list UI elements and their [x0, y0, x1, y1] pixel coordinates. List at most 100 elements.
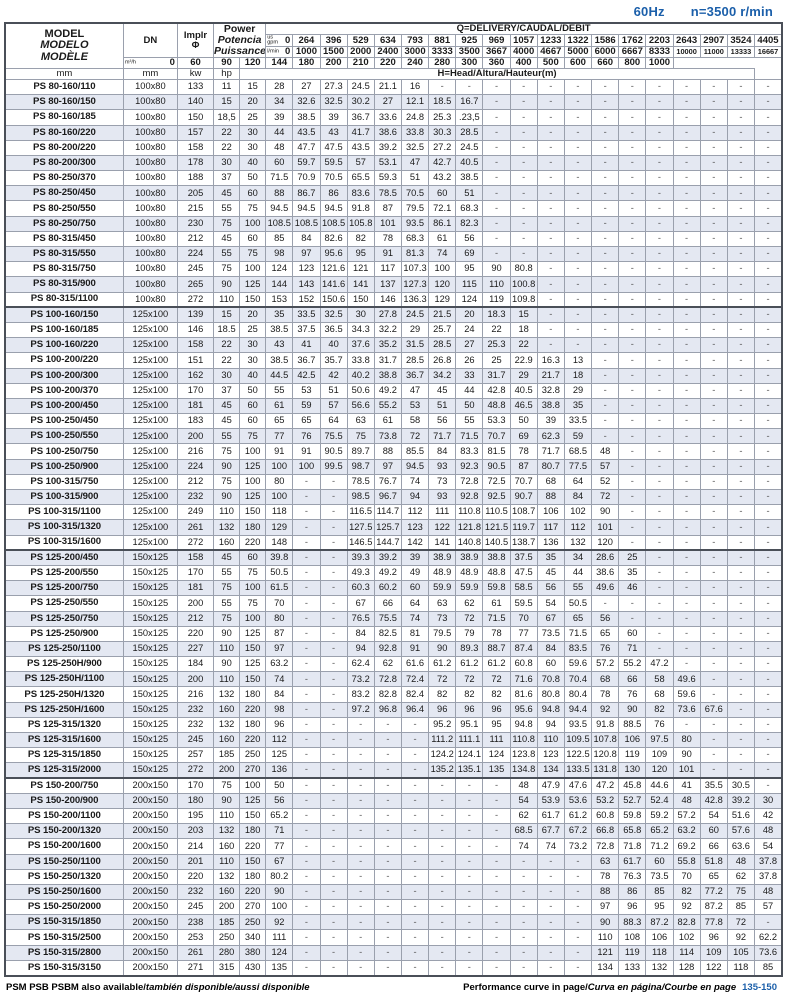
table-row[interactable]: PS 100-200/450 125x100 181 45 60 61 59 57 56.6 55… — [4, 397, 783, 415]
table-row[interactable]: PS 125-315/2000 150x125 272 200 270 136- - - - -1… — [4, 762, 783, 779]
cell-head-value: 73.5 — [536, 625, 565, 642]
table-row[interactable]: PS 125-250H/900 150x125 184 90 125 63.2- -62.4… — [4, 656, 783, 673]
table-row[interactable]: PS 125-200/450 150x125 158 45 60 39.8- -39.3 39… — [4, 549, 783, 566]
table-row[interactable]: PS 80-315/550 100x80 224 55 75 98 97 95.6 95 91 81… — [4, 246, 783, 263]
table-row[interactable]: PS 80-315/900 100x80 265 90 125 144 143 141.6 14… — [4, 276, 783, 293]
table-row[interactable]: PS 150-250/2000 200x150 245 200 270 100- - - - - -… — [4, 899, 783, 916]
cell-model: PS 80-160/150 — [4, 94, 124, 111]
table-row[interactable]: PS 100-200/220 125x100 151 22 30 38.5 36.7 35.7… — [4, 352, 783, 369]
cell-head-value: 38.8 — [482, 549, 511, 566]
cell-head-value: - — [319, 868, 348, 885]
cell-head-value: 152 — [292, 291, 321, 308]
cell-head-value: 124 — [265, 944, 294, 961]
table-row[interactable]: PS 100-250/750 125x100 216 75 100 91 91 90.5 89.… — [4, 443, 783, 460]
table-row[interactable]: PS 125-250H/1100 150x125 200 110 150 74- -73.2… — [4, 671, 783, 688]
cell-head-value: - — [292, 564, 321, 582]
table-row[interactable]: PS 150-315/2800 200x150 261 280 380 124- - - - - -… — [4, 944, 783, 961]
cell-head-value: 74 — [400, 473, 430, 491]
table-row[interactable]: PS 100-315/1100 125x100 249 110 150 118- -116.… — [4, 504, 783, 521]
performance-curve-page-ref[interactable]: 135-150 — [742, 981, 777, 993]
cell-head-value: 88.3 — [618, 914, 647, 931]
cell-head-value: 108.7 — [509, 504, 538, 521]
cell-head-value: 53 — [292, 382, 321, 399]
table-row[interactable]: PS 150-200/1600 200x150 214 160 220 77- - - - - - -… — [4, 838, 783, 855]
table-row[interactable]: PS 80-200/300 100x80 178 30 40 60 59.7 59.5 57 53… — [4, 154, 783, 172]
table-row[interactable]: PS 80-250/550 100x80 215 55 75 94.5 94.5 94.5 91… — [4, 200, 783, 217]
table-row[interactable]: PS 100-160/150 125x100 139 15 20 35 33.5 32.5 30… — [4, 306, 783, 323]
table-row[interactable]: PS 100-160/185 125x100 146 18.5 25 38.5 37.5 36… — [4, 321, 783, 339]
cell-head-value: - — [699, 185, 728, 202]
table-row[interactable]: PS 100-315/900 125x100 232 90 125 100- -98.5 96… — [4, 489, 783, 506]
table-row[interactable]: PS 80-200/220 100x80 158 22 30 48 47.7 47.5 43.5… — [4, 139, 783, 156]
table-row[interactable]: PS 100-250/550 125x100 200 55 75 77 76 75.5 75 73… — [4, 428, 783, 445]
table-row[interactable]: PS 125-250/1100 150x125 227 110 150 97- -94 92.… — [4, 640, 783, 658]
cell-head-value: 18 — [563, 367, 593, 384]
cell-head-value: 72 — [591, 489, 620, 506]
table-row[interactable]: PS 150-315/1850 200x150 238 185 250 92- - - - - - -… — [4, 914, 783, 931]
table-row[interactable]: PS 125-250/750 150x125 212 75 100 80- -76.5 75.… — [4, 610, 783, 627]
table-row[interactable]: PS 80-160/110 100x80 133 11 15 28 27 27.3 24.5 21… — [4, 78, 783, 96]
cell-head-value: 110 — [482, 276, 511, 293]
cell-head-value: - — [482, 124, 511, 141]
cell-head-value: 47.6 — [563, 777, 593, 794]
table-row[interactable]: PS 125-200/550 150x125 170 55 75 50.5- -49.3 49… — [4, 564, 783, 582]
table-row[interactable]: PS 125-200/750 150x125 181 75 100 61.5- -60.3 6… — [4, 580, 783, 597]
table-row[interactable]: PS 80-250/370 100x80 188 37 50 71.5 70.9 70.5 65… — [4, 170, 783, 187]
table-row[interactable]: PS 100-250/450 125x100 183 45 60 65 65 64 63 61 58… — [4, 413, 783, 430]
table-row[interactable]: PS 100-315/1320 125x100 261 132 180 129- -127.… — [4, 519, 783, 536]
cell-head-value: 67 — [536, 610, 565, 627]
cell-head-value: 81.6 — [509, 686, 538, 703]
table-row[interactable]: PS 125-250H/1320 150x125 216 132 180 84- -83.2… — [4, 686, 783, 703]
table-row[interactable]: PS 125-250/900 150x125 220 90 125 87- -84 82.5 8… — [4, 625, 783, 642]
table-row[interactable]: PS 80-250/450 100x80 205 45 60 88 86.7 86 83.6 78… — [4, 185, 783, 202]
cell-head-value: - — [754, 215, 783, 232]
table-row[interactable]: PS 100-200/300 125x100 162 30 40 44.5 42.5 42 40… — [4, 367, 783, 384]
cell-dn: 125x100 — [122, 367, 178, 384]
cell-head-value: 70 — [265, 595, 294, 612]
table-row[interactable]: PS 125-315/1600 150x125 245 160 220 112- - - - -1… — [4, 732, 783, 749]
cell-head-value: 142 — [400, 534, 430, 551]
table-row[interactable]: PS 80-315/450 100x80 212 45 60 85 84 82.6 82 78 68… — [4, 230, 783, 248]
cell-model: PS 80-160/185 — [4, 109, 124, 126]
table-row[interactable]: PS 150-250/1100 200x150 201 110 150 67- - - - - - -… — [4, 853, 783, 870]
table-row[interactable]: PS 100-160/220 125x100 158 22 30 43 41 40 37.6 35… — [4, 337, 783, 354]
table-row[interactable]: PS 150-315/2500 200x150 253 250 340 111- - - - - -… — [4, 929, 783, 946]
table-row[interactable]: PS 80-160/150 100x80 140 15 20 34 32.6 32.5 30.2… — [4, 94, 783, 111]
table-row[interactable]: PS 100-200/370 125x100 170 37 50 55 53 51 50.6 49… — [4, 382, 783, 399]
cell-head-value: 136 — [265, 762, 294, 779]
cell-model: PS 125-315/1320 — [4, 716, 124, 734]
cell-head-value: 60.3 — [346, 580, 375, 597]
table-row[interactable]: PS 150-250/1600 200x150 232 160 220 90- - - - - - -… — [4, 883, 783, 901]
table-row[interactable]: PS 150-200/1100 200x150 195 110 150 65.2- - - - -… — [4, 807, 783, 825]
table-row[interactable]: PS 125-250H/1600 150x125 232 160 220 98- -97.2… — [4, 701, 783, 718]
table-row[interactable]: PS 100-315/1600 125x100 272 160 220 148- -146.… — [4, 534, 783, 551]
cell-head-value: - — [563, 124, 593, 141]
table-row[interactable]: PS 80-315/750 100x80 245 75 100 124 123 121.6 12… — [4, 261, 783, 278]
cell-impeller: 220 — [176, 625, 215, 642]
cell-head-value: 82 — [482, 686, 511, 703]
table-row[interactable]: PS 100-315/750 125x100 212 75 100 80- -78.5 76.… — [4, 473, 783, 491]
table-row[interactable]: PS 150-200/750 200x150 170 75 100 50- - - - - - - -4… — [4, 777, 783, 794]
table-row[interactable]: PS 80-250/750 100x80 230 75 100 108.5 108.5 108… — [4, 215, 783, 232]
table-row[interactable]: PS 100-250/900 125x100 224 90 125 100 100 99.5 9… — [4, 458, 783, 475]
table-row[interactable]: PS 150-250/1320 200x150 220 132 180 80.2- - - - -… — [4, 868, 783, 885]
cell-model: PS 100-200/220 — [4, 352, 124, 369]
cell-impeller: 224 — [176, 458, 215, 475]
cell-model: PS 150-200/1600 — [4, 838, 124, 855]
cell-head-value: - — [482, 154, 511, 172]
cell-head-value: - — [292, 959, 321, 977]
cell-head-value: - — [428, 868, 457, 885]
cell-head-value: - — [645, 352, 674, 369]
cell-head-value: - — [373, 716, 402, 734]
table-row[interactable]: PS 125-315/1850 150x125 257 185 250 125- - - - -1… — [4, 747, 783, 764]
table-row[interactable]: PS 80-160/220 100x80 157 22 30 44 43.5 43 41.7 38… — [4, 124, 783, 141]
table-row[interactable]: PS 80-160/185 100x80 150 18,5 25 39 38.5 39 36.7… — [4, 109, 783, 126]
cell-head-value: 95 — [455, 261, 484, 278]
table-row[interactable]: PS 80-315/1100 100x80 272 110 150 153 152 150.6… — [4, 291, 783, 308]
table-row[interactable]: PS 150-315/3150 200x150 271 315 430 135- - - - - -… — [4, 959, 783, 977]
table-row[interactable]: PS 150-200/1320 200x150 203 132 180 71- - - - - - -… — [4, 823, 783, 840]
table-row[interactable]: PS 125-315/1320 150x125 232 132 180 96- - - - -95… — [4, 716, 783, 734]
table-row[interactable]: PS 125-250/550 150x125 200 55 75 70- -67 66 64 63… — [4, 595, 783, 612]
table-row[interactable]: PS 150-200/900 200x150 180 90 125 56- - - - - - - -5… — [4, 792, 783, 809]
cell-dn: 150x125 — [122, 732, 178, 749]
